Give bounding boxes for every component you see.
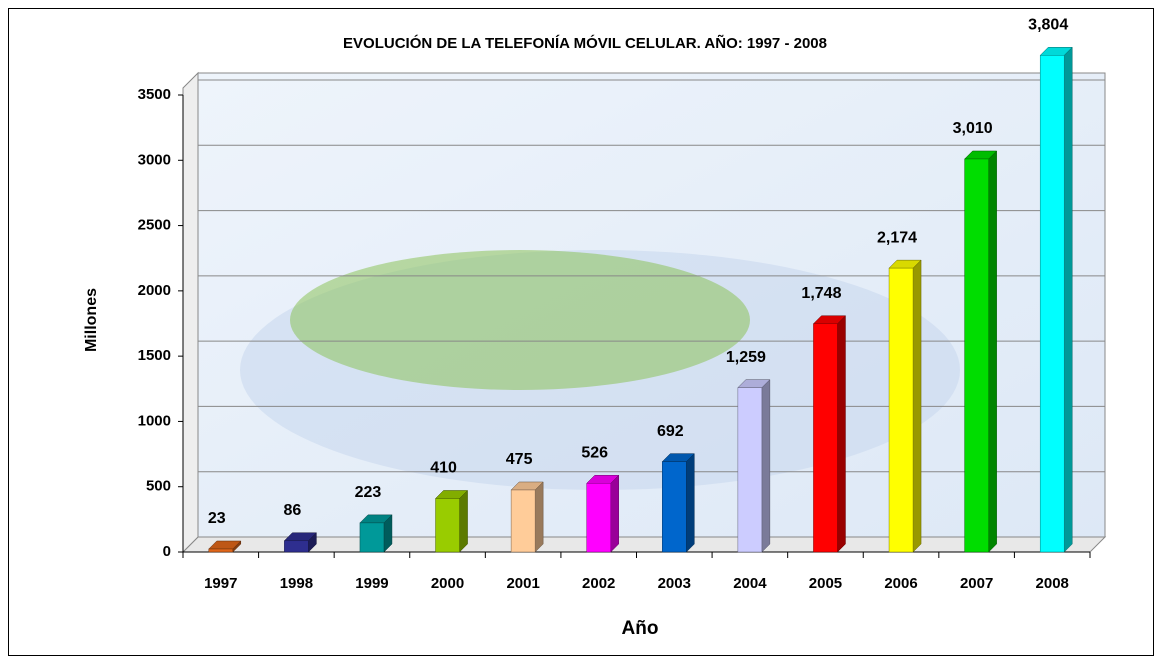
- x-tick-label: 2001: [506, 575, 539, 592]
- x-tick-label: 2008: [1036, 575, 1069, 592]
- background-decoration: [290, 250, 750, 390]
- x-tick-label: 1999: [355, 575, 388, 592]
- data-label: 475: [506, 451, 533, 468]
- chart: EVOLUCIÓN DE LA TELEFONÍA MÓVIL CELULAR.…: [0, 0, 1162, 662]
- y-tick-label: 1000: [138, 412, 171, 429]
- bar: [1040, 55, 1064, 552]
- bar-side: [611, 475, 619, 552]
- data-label: 526: [581, 445, 608, 462]
- bar-side: [913, 260, 921, 552]
- y-tick-label: 500: [146, 478, 171, 495]
- bar: [587, 483, 611, 552]
- bar-side: [686, 454, 694, 552]
- bar: [662, 462, 686, 552]
- data-label: 2,174: [877, 229, 917, 246]
- y-tick-label: 2000: [138, 282, 171, 299]
- y-tick-label: 1500: [138, 347, 171, 364]
- x-tick-label: 2006: [884, 575, 917, 592]
- bar-side: [989, 151, 997, 552]
- data-label: 1,259: [726, 349, 766, 366]
- bar: [436, 498, 460, 552]
- x-tick-label: 2002: [582, 575, 615, 592]
- y-tick-label: 0: [163, 543, 171, 560]
- bar: [813, 324, 837, 552]
- y-tick-label: 3500: [138, 86, 171, 103]
- x-axis-title: Año: [622, 618, 659, 639]
- bar: [209, 549, 233, 552]
- data-label: 3,804: [1028, 17, 1068, 34]
- x-tick-label: 2004: [733, 575, 767, 592]
- x-tick-label: 1998: [280, 575, 313, 592]
- x-tick-label: 2005: [809, 575, 842, 592]
- data-label: 1,748: [801, 285, 841, 302]
- bar-side: [1064, 47, 1072, 552]
- bar: [889, 268, 913, 552]
- data-label: 3,010: [953, 120, 993, 137]
- x-tick-label: 2003: [658, 575, 691, 592]
- bar-side: [535, 482, 543, 552]
- side-wall: [183, 73, 198, 552]
- bar-side: [460, 490, 468, 552]
- data-label: 410: [430, 460, 457, 477]
- bar-side: [762, 380, 770, 552]
- data-label: 86: [283, 502, 301, 519]
- x-tick-label: 2000: [431, 575, 464, 592]
- data-label: 223: [355, 484, 382, 501]
- y-tick-label: 2500: [138, 217, 171, 234]
- x-tick-label: 1997: [204, 575, 237, 592]
- bar: [511, 490, 535, 552]
- data-label: 23: [208, 510, 226, 527]
- y-axis-title: Millones: [83, 288, 100, 352]
- x-tick-label: 2007: [960, 575, 993, 592]
- chart-title: EVOLUCIÓN DE LA TELEFONÍA MÓVIL CELULAR.…: [343, 34, 827, 52]
- bar: [284, 541, 308, 552]
- bar-side: [837, 316, 845, 552]
- y-tick-label: 3000: [138, 151, 171, 168]
- bar: [360, 523, 384, 552]
- bar: [965, 159, 989, 552]
- bar: [738, 388, 762, 552]
- data-label: 692: [657, 423, 684, 440]
